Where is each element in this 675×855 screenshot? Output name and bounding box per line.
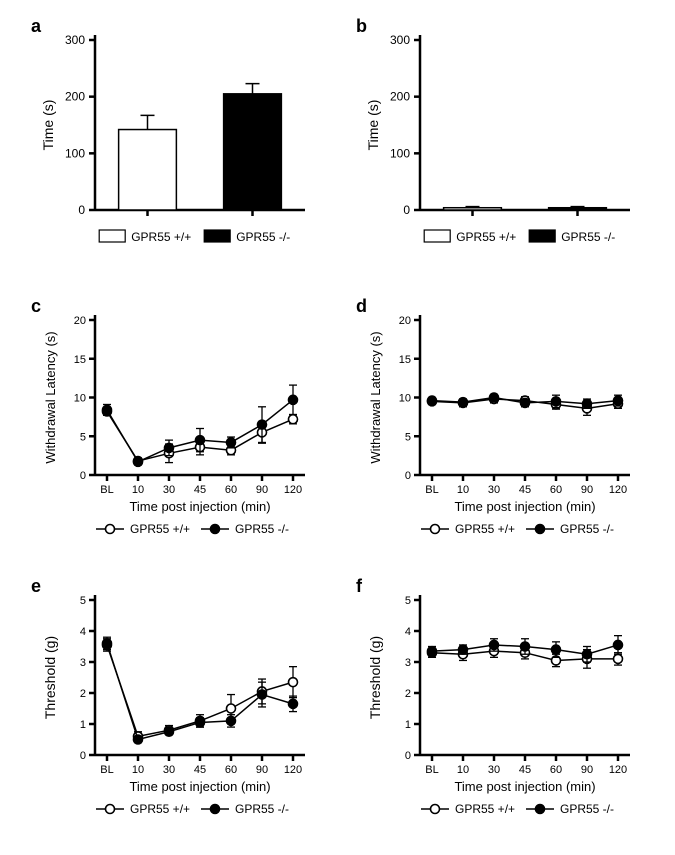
svg-text:30: 30 — [163, 764, 175, 776]
panel-b: b 0 100 200 300 Time (s) GPR55 +/+ GPR55 -/- — [350, 10, 640, 260]
svg-text:5: 5 — [80, 595, 86, 607]
svg-text:3: 3 — [405, 657, 411, 669]
svg-text:10: 10 — [74, 393, 86, 405]
svg-text:90: 90 — [581, 764, 593, 776]
svg-text:45: 45 — [194, 764, 206, 776]
svg-text:200: 200 — [390, 90, 410, 104]
svg-text:Time post injection (min): Time post injection (min) — [129, 779, 270, 794]
svg-text:GPR55 -/-: GPR55 -/- — [235, 522, 289, 536]
svg-text:60: 60 — [225, 484, 237, 496]
svg-text:45: 45 — [519, 484, 531, 496]
svg-text:Withdrawal Latency (s): Withdrawal Latency (s) — [368, 331, 383, 463]
svg-text:10: 10 — [457, 484, 469, 496]
svg-text:GPR55 +/+: GPR55 +/+ — [456, 230, 516, 244]
svg-text:1: 1 — [80, 719, 86, 731]
svg-text:BL: BL — [425, 764, 438, 776]
panel-c: c 0 5 10 15 20 Withdrawal Latency (s) BL 10 30 45 6… — [25, 290, 315, 540]
svg-text:20: 20 — [74, 315, 86, 327]
svg-text:1: 1 — [405, 719, 411, 731]
svg-text:Time post injection (min): Time post injection (min) — [454, 499, 595, 514]
svg-text:0: 0 — [405, 470, 411, 482]
svg-text:4: 4 — [405, 626, 411, 638]
svg-text:200: 200 — [65, 90, 85, 104]
svg-text:10: 10 — [457, 764, 469, 776]
svg-text:Time post injection (min): Time post injection (min) — [454, 779, 595, 794]
svg-text:Threshold (g): Threshold (g) — [42, 636, 58, 719]
svg-text:GPR55 -/-: GPR55 -/- — [235, 802, 289, 816]
svg-text:15: 15 — [74, 354, 86, 366]
svg-text:0: 0 — [80, 470, 86, 482]
svg-text:120: 120 — [609, 764, 627, 776]
svg-text:120: 120 — [284, 484, 302, 496]
svg-text:45: 45 — [519, 764, 531, 776]
svg-text:90: 90 — [256, 484, 268, 496]
svg-text:5: 5 — [405, 431, 411, 443]
svg-text:a: a — [31, 16, 42, 36]
panel-a: a 0 100 200 300 Time (s) GPR55 +/+ GPR55 -/- — [25, 10, 315, 260]
svg-text:0: 0 — [405, 750, 411, 762]
svg-text:0: 0 — [78, 203, 85, 217]
svg-text:120: 120 — [609, 484, 627, 496]
svg-text:BL: BL — [100, 484, 113, 496]
svg-text:30: 30 — [488, 484, 500, 496]
figure-root: a0100200300Time (s)GPR55 +/+GPR55 -/-b01… — [0, 0, 675, 855]
svg-text:GPR55 +/+: GPR55 +/+ — [131, 230, 191, 244]
svg-text:GPR55 +/+: GPR55 +/+ — [455, 802, 515, 816]
panel-d: d 0 5 10 15 20 Withdrawal Latency (s) BL 10 30 45 6… — [350, 290, 640, 540]
svg-text:30: 30 — [163, 484, 175, 496]
svg-text:e: e — [31, 576, 41, 596]
svg-text:15: 15 — [399, 354, 411, 366]
svg-text:GPR55 +/+: GPR55 +/+ — [455, 522, 515, 536]
svg-text:30: 30 — [488, 764, 500, 776]
svg-text:0: 0 — [80, 750, 86, 762]
svg-text:5: 5 — [405, 595, 411, 607]
svg-text:Withdrawal Latency (s): Withdrawal Latency (s) — [43, 331, 58, 463]
svg-text:5: 5 — [80, 431, 86, 443]
svg-text:10: 10 — [399, 393, 411, 405]
svg-text:0: 0 — [403, 203, 410, 217]
svg-text:10: 10 — [132, 484, 144, 496]
panel-f: f012345Threshold (g)BL1030456090120Time … — [350, 570, 640, 830]
svg-text:300: 300 — [390, 33, 410, 47]
svg-text:b: b — [356, 16, 367, 36]
svg-text:GPR55 +/+: GPR55 +/+ — [130, 522, 190, 536]
svg-text:GPR55 +/+: GPR55 +/+ — [130, 802, 190, 816]
panel-e: e012345Threshold (g)BL1030456090120Time … — [25, 570, 315, 830]
svg-text:GPR55 -/-: GPR55 -/- — [236, 230, 290, 244]
svg-text:100: 100 — [390, 146, 410, 160]
svg-text:Time (s): Time (s) — [40, 100, 56, 151]
svg-text:GPR55 -/-: GPR55 -/- — [560, 802, 614, 816]
svg-text:100: 100 — [65, 146, 85, 160]
svg-text:2: 2 — [80, 688, 86, 700]
svg-text:4: 4 — [80, 626, 86, 638]
svg-text:120: 120 — [284, 764, 302, 776]
svg-text:10: 10 — [132, 764, 144, 776]
svg-text:BL: BL — [425, 484, 438, 496]
svg-text:f: f — [356, 576, 363, 596]
svg-text:3: 3 — [80, 657, 86, 669]
svg-text:c: c — [31, 296, 41, 316]
svg-text:60: 60 — [225, 764, 237, 776]
svg-text:GPR55 -/-: GPR55 -/- — [560, 522, 614, 536]
svg-text:45: 45 — [194, 484, 206, 496]
svg-text:2: 2 — [405, 688, 411, 700]
svg-text:20: 20 — [399, 315, 411, 327]
svg-text:Time post injection (min): Time post injection (min) — [129, 499, 270, 514]
svg-text:Time (s): Time (s) — [365, 100, 381, 151]
svg-text:GPR55 -/-: GPR55 -/- — [561, 230, 615, 244]
svg-text:Threshold (g): Threshold (g) — [367, 636, 383, 719]
svg-text:300: 300 — [65, 33, 85, 47]
svg-text:90: 90 — [581, 484, 593, 496]
svg-text:60: 60 — [550, 764, 562, 776]
svg-text:60: 60 — [550, 484, 562, 496]
svg-text:90: 90 — [256, 764, 268, 776]
svg-text:d: d — [356, 296, 367, 316]
svg-text:BL: BL — [100, 764, 113, 776]
